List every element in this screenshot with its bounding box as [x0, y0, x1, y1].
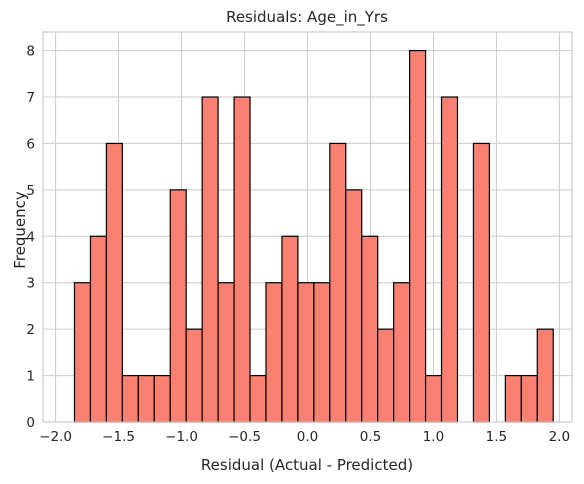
x-tick-label: 0.0	[297, 429, 318, 445]
histogram-bar	[137, 374, 155, 423]
x-tick-label: −2.0	[39, 429, 72, 445]
histogram-bar	[281, 235, 299, 423]
histogram-bar	[297, 282, 315, 423]
y-tick-label: 2	[26, 322, 35, 338]
histogram-bar	[73, 282, 92, 423]
x-axis-label: Residual (Actual - Predicted)	[201, 456, 413, 474]
histogram-bar	[201, 96, 219, 423]
x-tick-label: 0.5	[360, 429, 381, 445]
y-tick-label: 1	[26, 369, 35, 385]
histogram-bar	[313, 282, 331, 423]
x-tick-label: 1.5	[486, 429, 507, 445]
histogram-bar	[153, 374, 171, 423]
histogram-bar	[185, 328, 203, 423]
chart-title: Residuals: Age_in_Yrs	[226, 8, 388, 27]
y-tick-label: 8	[26, 44, 35, 60]
y-tick-label: 3	[26, 276, 35, 292]
histogram-bar	[121, 374, 139, 423]
x-tick-label: −0.5	[228, 429, 261, 445]
histogram-bar	[345, 189, 363, 423]
x-tick-labels: −2.0 −1.5 −1.0 −0.5 0.0 0.5 1.0 1.5 2.0	[39, 429, 570, 445]
y-tick-label: 4	[26, 229, 35, 245]
x-tick-label: −1.0	[165, 429, 198, 445]
histogram-bar	[424, 374, 443, 423]
histogram-bar	[393, 282, 411, 423]
histogram-bar	[361, 235, 379, 423]
histogram-bar	[440, 96, 459, 423]
y-tick-label: 6	[26, 136, 35, 152]
histogram-bar	[504, 374, 522, 423]
y-axis-label: Frequency	[11, 191, 29, 269]
histogram-bar	[536, 328, 554, 423]
histogram-bar	[329, 142, 347, 423]
histogram-bars	[73, 49, 554, 423]
y-tick-labels: 0 1 2 3 4 5 6 7 8	[26, 44, 35, 431]
histogram-bar	[105, 142, 123, 423]
histogram-bar	[169, 189, 187, 423]
histogram-bar	[409, 49, 427, 423]
histogram-bar	[233, 96, 251, 423]
histogram-bar	[520, 374, 538, 423]
x-tick-label: 2.0	[549, 429, 570, 445]
x-tick-label: 1.0	[423, 429, 444, 445]
plot-frame	[42, 31, 573, 423]
histogram-bar	[377, 328, 395, 423]
histogram-bar	[217, 282, 235, 423]
y-tick-label: 7	[26, 90, 35, 106]
histogram-bar	[265, 282, 283, 423]
y-tick-label: 0	[26, 415, 35, 431]
histogram-bar	[249, 374, 267, 423]
histogram-bar	[472, 142, 491, 423]
y-tick-label: 5	[26, 183, 35, 199]
histogram-bar	[89, 235, 108, 423]
x-tick-label: −1.5	[102, 429, 135, 445]
